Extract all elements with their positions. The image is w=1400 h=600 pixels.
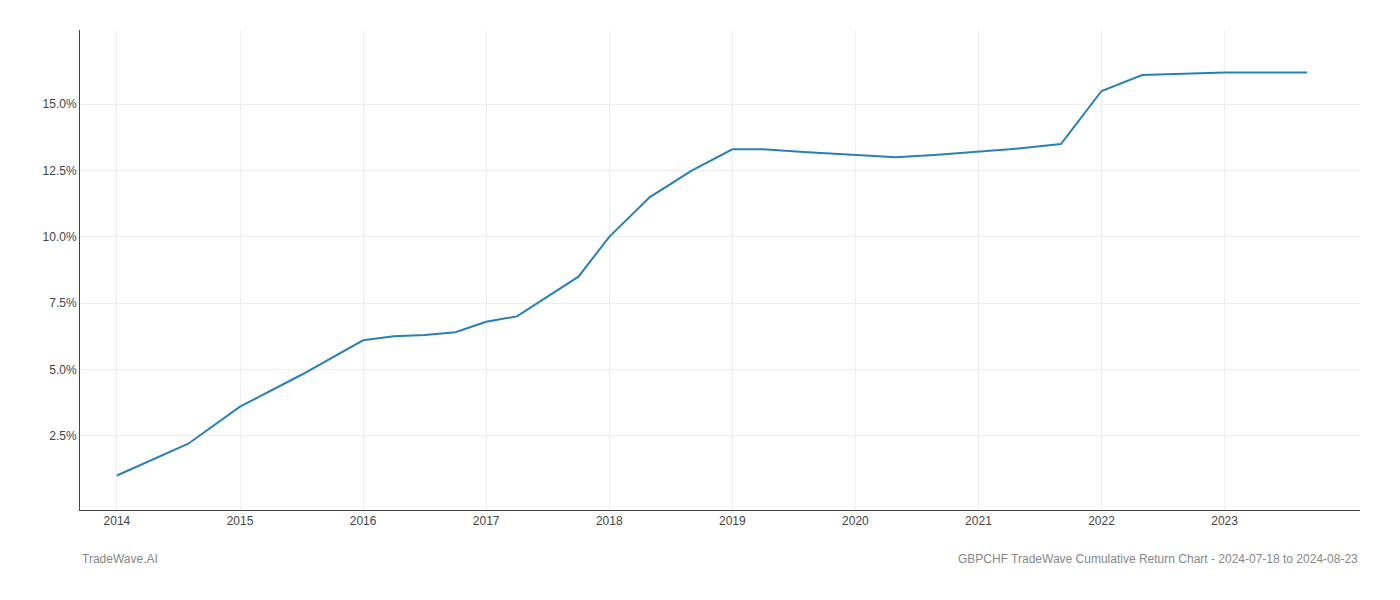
svg-text:2019: 2019 [719,514,746,528]
svg-text:7.5%: 7.5% [49,296,77,310]
svg-text:GBPCHF TradeWave Cumulative Re: GBPCHF TradeWave Cumulative Return Chart… [958,552,1358,566]
svg-text:2015: 2015 [227,514,254,528]
svg-text:2.5%: 2.5% [49,429,77,443]
svg-text:2023: 2023 [1211,514,1238,528]
svg-text:15.0%: 15.0% [43,97,77,111]
svg-text:2021: 2021 [965,514,992,528]
svg-text:12.5%: 12.5% [43,164,77,178]
svg-text:TradeWave.AI: TradeWave.AI [82,552,158,566]
svg-text:10.0%: 10.0% [43,230,77,244]
svg-text:2018: 2018 [596,514,623,528]
svg-text:2020: 2020 [842,514,869,528]
svg-text:2014: 2014 [104,514,131,528]
svg-text:5.0%: 5.0% [49,363,77,377]
svg-text:2017: 2017 [473,514,500,528]
svg-text:2022: 2022 [1088,514,1115,528]
svg-text:2016: 2016 [350,514,377,528]
